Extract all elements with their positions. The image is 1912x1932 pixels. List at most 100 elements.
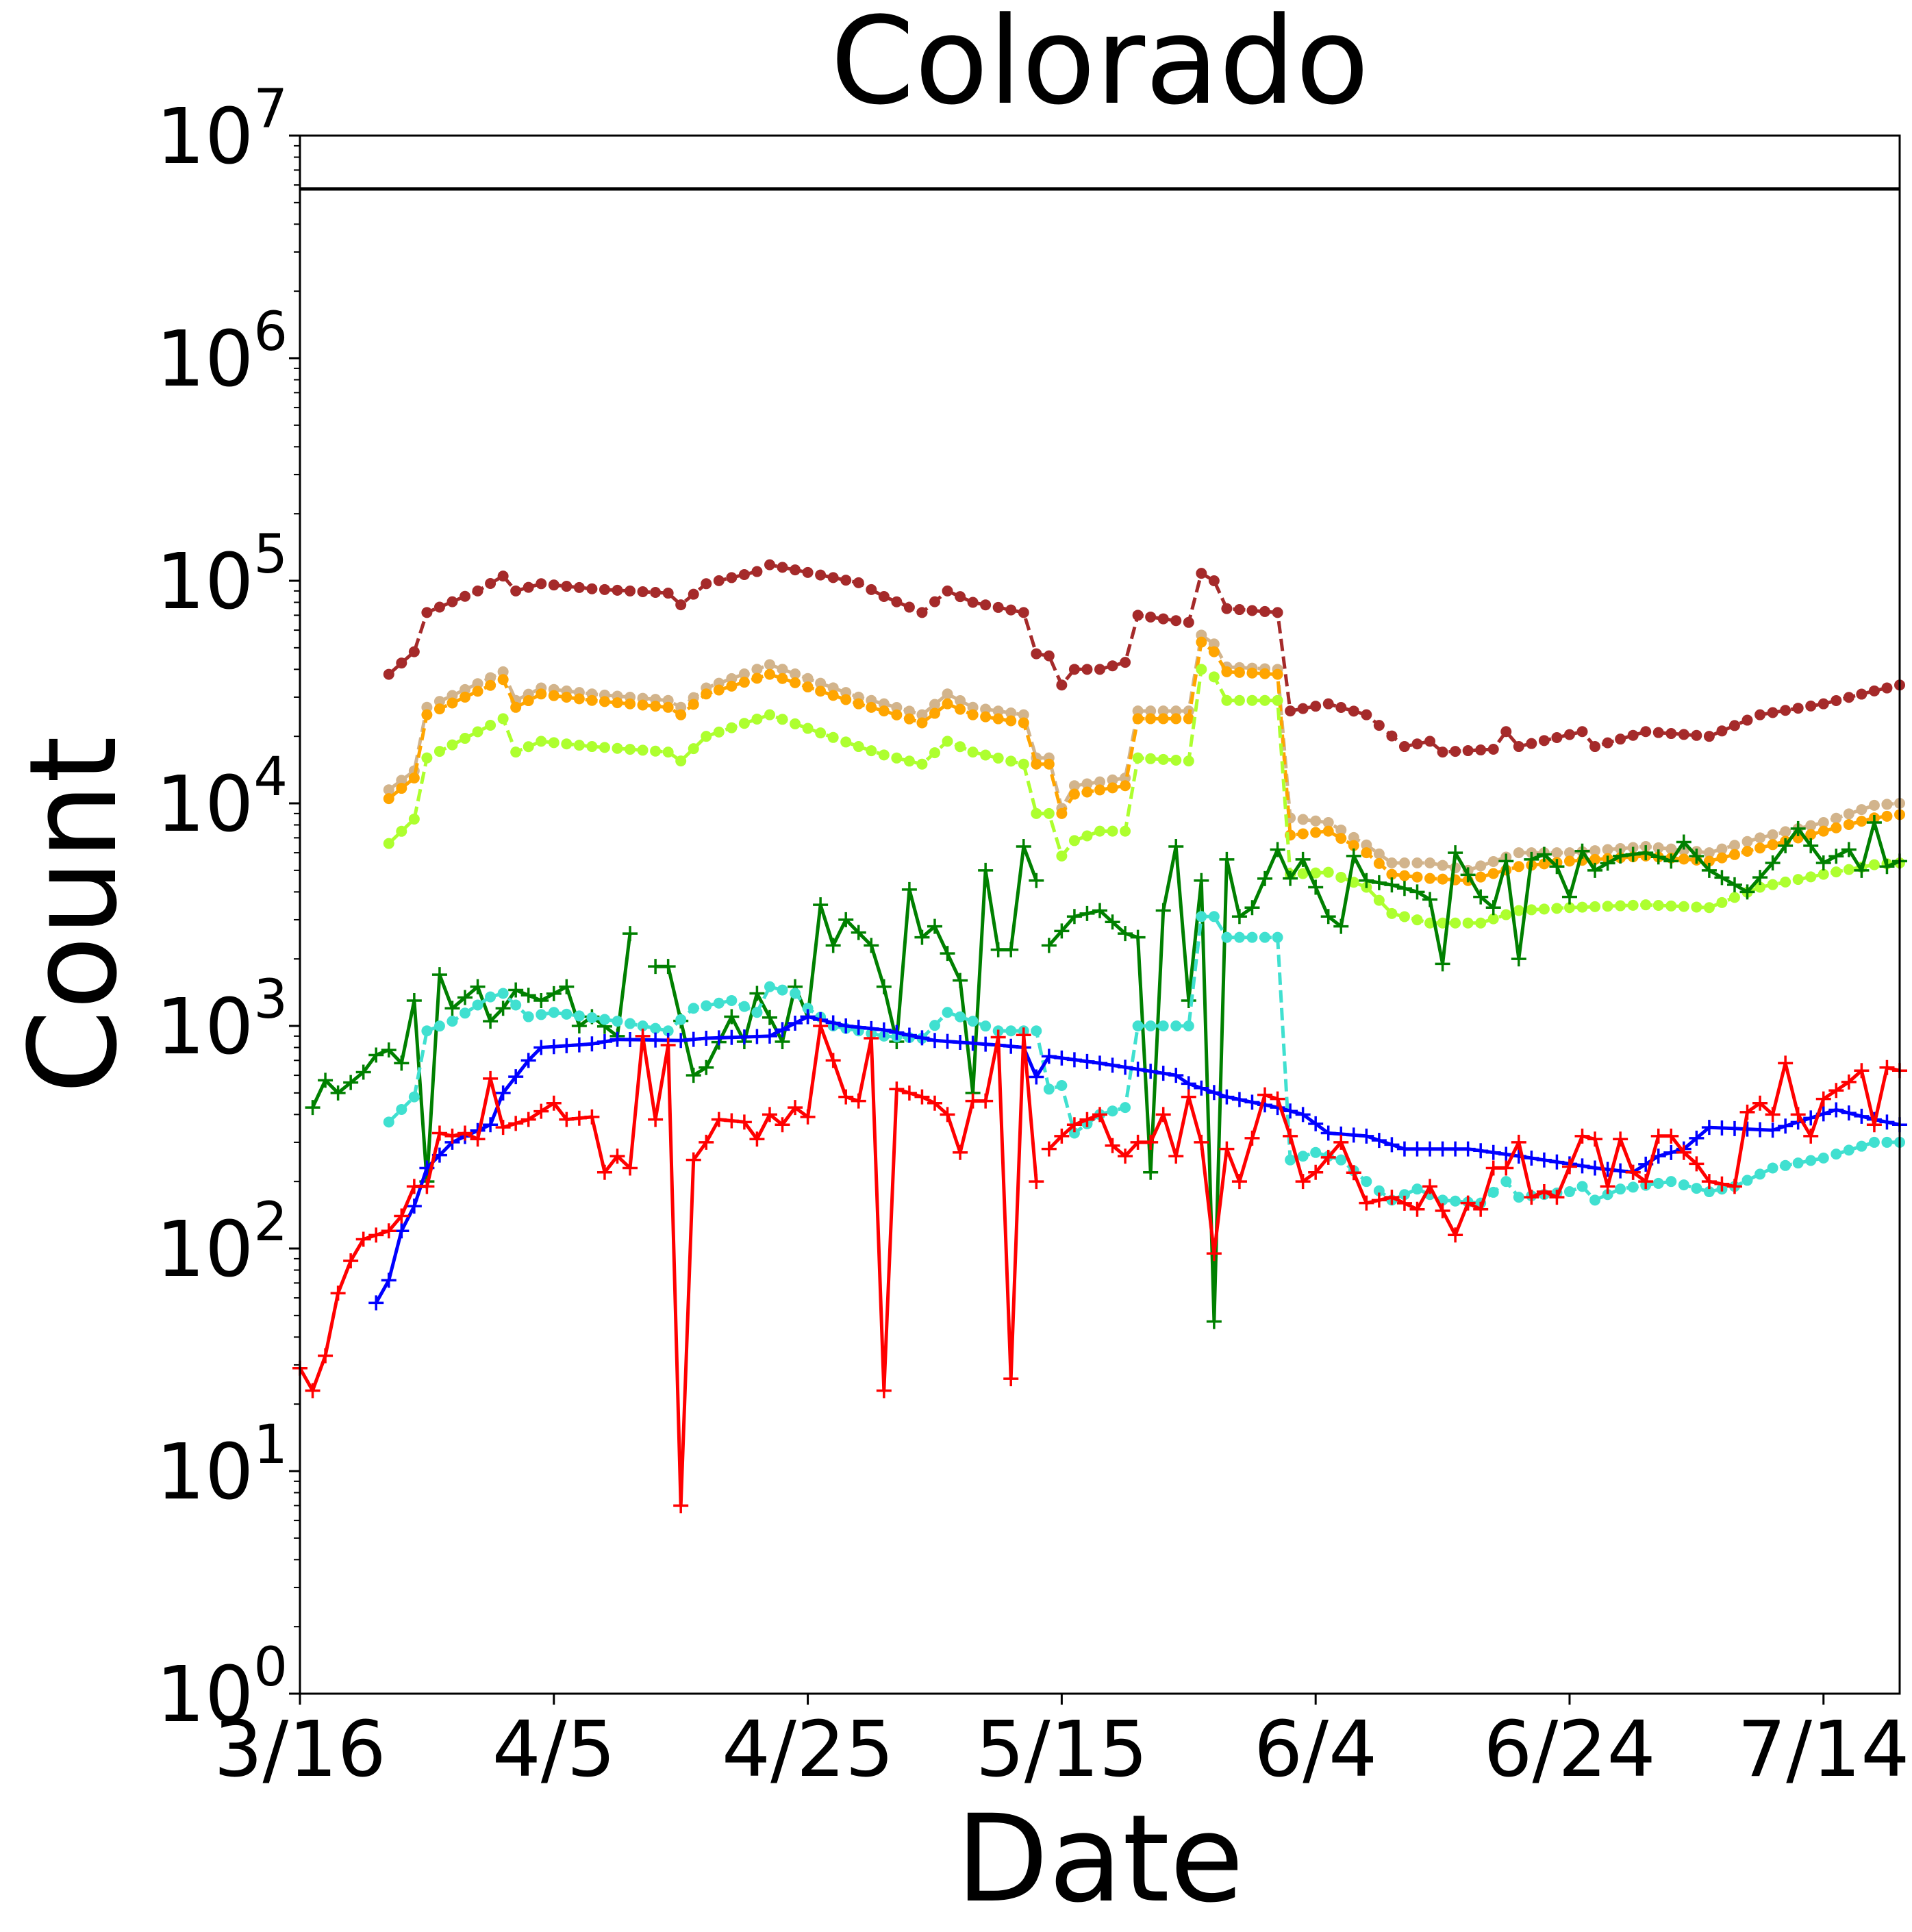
- data-point: [788, 1015, 803, 1031]
- data-point: [790, 668, 801, 680]
- data-point: [637, 586, 649, 597]
- data-point: [1678, 1179, 1689, 1191]
- plot-data: [292, 187, 1907, 1514]
- data-point: [726, 994, 738, 1006]
- data-point: [1221, 666, 1233, 677]
- data-point: [1041, 1141, 1057, 1157]
- data-point: [573, 740, 585, 751]
- data-point: [1346, 1165, 1361, 1181]
- data-point: [1767, 879, 1778, 890]
- data-point: [762, 1107, 777, 1122]
- data-point: [559, 979, 575, 994]
- data-point: [1792, 1157, 1804, 1169]
- data-point: [472, 686, 483, 697]
- data-point: [472, 585, 483, 597]
- data-point: [1118, 926, 1133, 942]
- data-point: [1716, 896, 1728, 908]
- data-point: [559, 1112, 575, 1127]
- data-point: [1805, 1155, 1817, 1166]
- data-point: [433, 696, 445, 707]
- data-point: [1005, 715, 1017, 727]
- data-point: [1817, 698, 1829, 710]
- data-point: [1081, 786, 1093, 798]
- data-point: [1524, 851, 1539, 867]
- data-series: [383, 559, 1905, 758]
- data-point: [878, 749, 890, 761]
- x-tick-label: 6/24: [1483, 1705, 1656, 1794]
- data-point: [1831, 694, 1842, 706]
- data-point: [1310, 827, 1322, 838]
- data-point: [1411, 871, 1423, 883]
- data-point: [1094, 825, 1105, 837]
- data-point: [1450, 917, 1461, 929]
- data-point: [1310, 1146, 1322, 1158]
- data-point: [1054, 923, 1070, 939]
- data-point: [914, 929, 930, 945]
- data-point: [800, 1009, 816, 1025]
- data-point: [1538, 903, 1550, 915]
- y-axis-label: Count: [3, 736, 144, 1094]
- data-point: [446, 739, 458, 751]
- data-point: [1094, 784, 1105, 796]
- data-point: [1181, 1076, 1196, 1092]
- data-point: [953, 973, 968, 988]
- data-point: [1285, 705, 1296, 717]
- data-point: [701, 688, 712, 700]
- data-point: [1640, 726, 1652, 738]
- data-point: [1437, 873, 1448, 885]
- data-point: [685, 1152, 701, 1168]
- data-point: [1828, 1102, 1844, 1118]
- data-point: [1411, 1183, 1423, 1195]
- data-point: [1448, 1141, 1463, 1157]
- data-point: [1778, 1055, 1794, 1071]
- data-point: [853, 698, 864, 710]
- data-point: [1703, 847, 1715, 859]
- data-point: [942, 698, 953, 710]
- data-point: [408, 1091, 420, 1103]
- data-point: [1244, 1130, 1260, 1146]
- data-point: [916, 717, 928, 729]
- data-point: [650, 1023, 662, 1034]
- data-point: [648, 1112, 664, 1127]
- data-point: [800, 1109, 816, 1125]
- data-point: [1335, 824, 1347, 836]
- data-point: [713, 997, 725, 1009]
- data-point: [536, 578, 547, 590]
- data-point: [1714, 870, 1730, 886]
- data-point: [446, 596, 458, 607]
- data-point: [903, 705, 915, 717]
- data-point: [431, 967, 447, 983]
- data-point: [802, 566, 814, 578]
- data-point: [1524, 1150, 1539, 1166]
- data-point: [408, 646, 420, 657]
- data-point: [1574, 1158, 1590, 1174]
- data-point: [1854, 1108, 1870, 1124]
- data-series: [1041, 1055, 1907, 1262]
- data-point: [699, 1059, 714, 1075]
- data-point: [927, 918, 942, 934]
- data-point: [1435, 1203, 1450, 1218]
- data-point: [838, 1018, 854, 1033]
- data-point: [1424, 857, 1436, 868]
- data-point: [1181, 992, 1196, 1008]
- data-point: [1283, 870, 1298, 886]
- data-point: [827, 731, 839, 743]
- data-point: [775, 1117, 790, 1133]
- data-point: [1665, 728, 1677, 740]
- data-point: [1371, 875, 1387, 890]
- data-point: [1780, 1159, 1791, 1171]
- data-point: [1831, 822, 1842, 833]
- data-point: [901, 881, 917, 897]
- data-point: [1056, 807, 1068, 819]
- data-series: [305, 926, 638, 1190]
- data-point: [685, 1068, 701, 1083]
- data-point: [573, 581, 585, 593]
- data-point: [1513, 905, 1524, 916]
- data-point: [813, 897, 829, 913]
- data-point: [1092, 903, 1107, 918]
- data-point: [978, 862, 994, 878]
- data-point: [701, 1000, 712, 1012]
- data-point: [1170, 1020, 1182, 1031]
- data-point: [1231, 1174, 1247, 1190]
- data-point: [508, 1116, 524, 1131]
